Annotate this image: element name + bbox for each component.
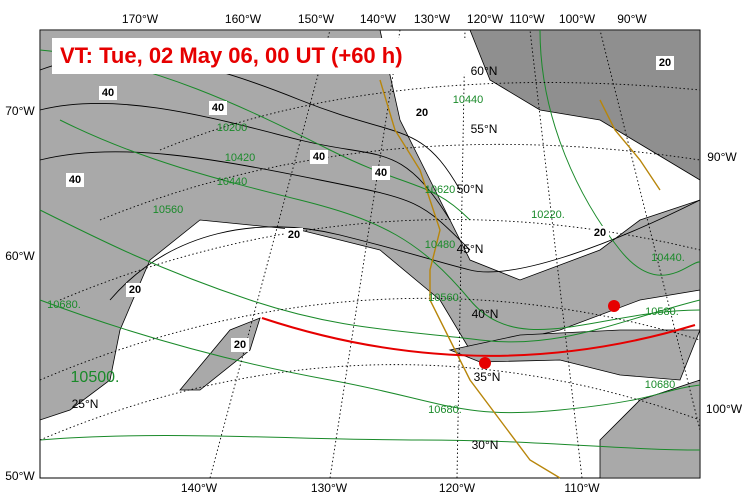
label-box — [285, 228, 303, 242]
lon-label: 110°W — [564, 481, 600, 495]
lon-label: 90°W — [707, 150, 737, 164]
contour-label: 10440 — [217, 176, 248, 188]
lon-label: 160°W — [225, 12, 262, 26]
label-box — [656, 56, 674, 70]
label-box — [413, 106, 431, 120]
contour-label: 10440 — [453, 94, 484, 106]
lat-label: 60°N — [471, 64, 498, 78]
lon-label: 100°W — [559, 12, 596, 26]
shading — [39, 29, 701, 479]
lon-label: 120°W — [439, 481, 476, 495]
lat-label: 55°N — [471, 122, 498, 136]
label-box — [66, 173, 84, 187]
contour-label: 20 — [234, 339, 246, 351]
contour-label: 10500. — [71, 369, 120, 386]
contour-label: 40 — [212, 102, 224, 114]
coastline — [379, 79, 661, 479]
contour-label: 20 — [594, 227, 606, 239]
lon-label: 60°W — [5, 249, 35, 263]
graticule — [39, 29, 701, 479]
contour-label: 10620 — [425, 184, 456, 196]
contour-label: 20 — [288, 229, 300, 241]
contour-label: 10680 — [645, 379, 676, 391]
lon-label: 130°W — [414, 12, 451, 26]
contour-label: 10440. — [651, 252, 685, 264]
lat-label: 50°N — [457, 182, 484, 196]
contour-label: 20 — [659, 57, 671, 69]
contour-label: 10680. — [428, 404, 462, 416]
lon-label: 50°W — [5, 469, 35, 483]
contour-label: 10200 — [217, 122, 248, 134]
contour-label: 10220. — [531, 209, 565, 221]
contour-label: 20 — [129, 284, 141, 296]
lon-label: 170°W — [122, 12, 159, 26]
contour-label: 10420 — [225, 152, 256, 164]
label-box — [372, 166, 390, 180]
lon-label: 120°W — [467, 12, 504, 26]
track-line — [261, 317, 696, 357]
contour-label: 10580. — [645, 306, 679, 318]
lon-label: 110°W — [509, 12, 545, 26]
label-box — [209, 101, 227, 115]
lon-label: 100°W — [706, 402, 743, 416]
lat-label: 25°N — [72, 397, 99, 411]
lon-label: 140°W — [360, 12, 397, 26]
contour-label: 10560. — [428, 292, 462, 304]
contour-label: 10560 — [153, 204, 184, 216]
lon-label: 150°W — [298, 12, 335, 26]
contour-label: 10680. — [47, 299, 81, 311]
lon-label: 90°W — [617, 12, 647, 26]
lon-label: 130°W — [311, 481, 348, 495]
position-marker — [479, 357, 491, 369]
lat-label: 45°N — [457, 242, 484, 256]
lon-label: 140°W — [181, 481, 218, 495]
lat-label: 35°N — [474, 370, 501, 384]
label-box — [99, 86, 117, 100]
contour-label: 40 — [69, 174, 81, 186]
lon-label: 70°W — [5, 104, 35, 118]
position-marker — [608, 300, 620, 312]
title-box — [52, 38, 470, 74]
label-box — [591, 226, 609, 240]
label-box — [231, 338, 249, 352]
label-box — [310, 150, 328, 164]
lat-label: 40°N — [472, 307, 499, 321]
contour-label: 10480 — [425, 239, 456, 251]
lat-label: 30°N — [472, 438, 499, 452]
contour-label: 40 — [313, 151, 325, 163]
label-box — [126, 283, 144, 297]
contour-label: 20 — [416, 107, 428, 119]
title: VT: Tue, 02 May 06, 00 UT (+60 h) — [60, 43, 403, 68]
contour-label: 40 — [102, 87, 114, 99]
contour-label: 40 — [375, 167, 387, 179]
green-contours — [39, 29, 701, 451]
